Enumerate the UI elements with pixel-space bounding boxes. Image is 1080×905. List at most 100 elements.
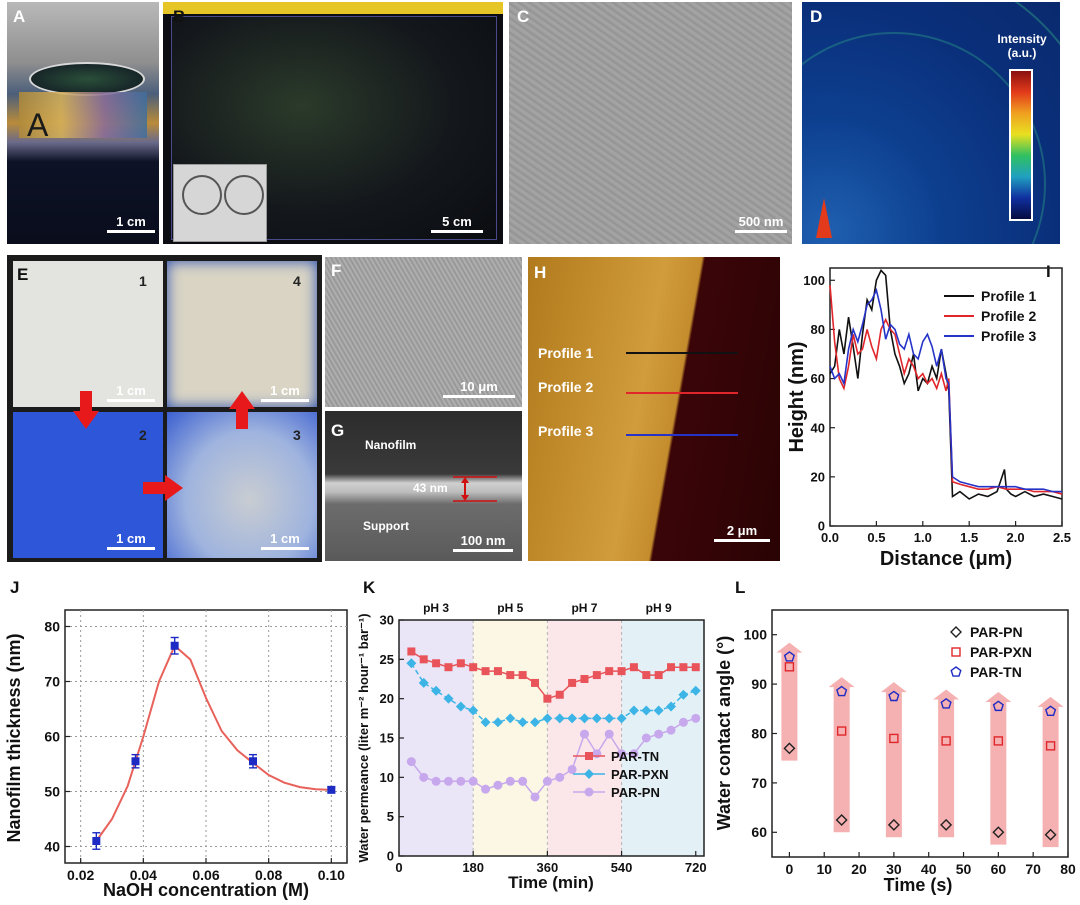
y-tick-label: 60 [811, 371, 825, 386]
colorbar-unit-text: (a.u.) [1007, 46, 1037, 60]
ph-label: pH 7 [571, 601, 597, 615]
pn-marker [579, 729, 589, 739]
x-tick-label: 0.08 [255, 867, 282, 883]
panel-c: C 500 nm [509, 2, 792, 244]
pxn-marker [616, 713, 627, 724]
panel-f-scale-bar: 10 μm [443, 379, 515, 398]
x-tick-label: 60 [991, 861, 1007, 877]
panel-k-label: K [363, 578, 376, 597]
panel-h: H Profile 1 Profile 2 Profile 3 2 μm [528, 257, 780, 561]
data-point [170, 641, 179, 650]
x-tick-label: 80 [1060, 861, 1076, 877]
pn-marker [468, 776, 478, 786]
panel-g: G Nanofilm 43 nm Support 100 nm [325, 411, 522, 561]
tn-marker [469, 663, 478, 672]
panel-d: D Intensity (a.u.) [802, 2, 1060, 244]
panel-f-scale-text: 10 μm [460, 379, 498, 394]
panel-a: A A 1 cm [7, 2, 159, 244]
tn-marker [605, 667, 614, 676]
legend-label: PAR-TN [611, 749, 659, 764]
y-tick-label: 80 [811, 322, 825, 337]
data-point [889, 733, 899, 744]
chart-j: 0.02 0.04 0.06 0.08 0.10 40 50 60 70 80 NaOH conc… [4, 609, 348, 900]
tn-marker [555, 690, 564, 699]
pn-marker [617, 749, 627, 759]
panel-b-scale-text: 5 cm [442, 214, 472, 229]
x-tick-label: 70 [1025, 861, 1041, 877]
tile-3-number: 3 [293, 427, 301, 443]
ph-band [473, 620, 548, 856]
y-tick-label: 20 [380, 691, 394, 706]
chart-k: pH 3 pH 5 pH 7 pH 9 0 180 360 540 720 0 5 10 15 20 25… [356, 601, 707, 892]
x-tick-label: 50 [956, 861, 972, 877]
tn-marker [667, 663, 676, 672]
tile-4 [167, 261, 317, 407]
legend-label: PAR-PXN [611, 767, 669, 782]
y-tick-label: 100 [803, 273, 825, 288]
panel-c-scale-bar: 500 nm [735, 214, 787, 233]
legend-label: Profile 1 [981, 288, 1036, 304]
y-tick-label: 0 [818, 519, 825, 534]
chart-j-xlabel: NaOH concentration (M) [103, 880, 309, 900]
arrow-right-icon [143, 475, 183, 501]
y-tick-label: 60 [44, 728, 60, 744]
tile-2 [13, 412, 163, 558]
pxn-marker [455, 701, 466, 712]
nanofilm-annotation: Nanofilm [365, 438, 417, 452]
panel-f-label: F [331, 261, 342, 280]
data-point [92, 837, 101, 845]
profile-1-label: Profile 1 [538, 345, 594, 361]
tile-2-scale: 1 cm [107, 531, 155, 550]
tile-3-scale-text: 1 cm [270, 531, 300, 546]
panel-b: B 5 cm [163, 2, 503, 244]
x-tick-label: 0.5 [867, 530, 885, 545]
pxn-marker [666, 701, 677, 712]
legend-label: PAR-PN [970, 624, 1023, 640]
pxn-marker [431, 685, 442, 696]
x-tick-label: 30 [886, 861, 902, 877]
chart-i-xlabel: Distance (μm) [880, 548, 1012, 570]
data-point [783, 742, 796, 755]
x-tick-label: 1.5 [960, 530, 978, 545]
pn-marker [530, 792, 540, 802]
panel-c-scale-text: 500 nm [738, 214, 784, 229]
tile-1 [13, 261, 163, 407]
x-tick-label: 0.02 [67, 867, 94, 883]
x-tick-label: 0.10 [318, 867, 345, 883]
tn-marker [642, 671, 651, 680]
pxn-marker [653, 705, 664, 716]
pn-marker [431, 776, 441, 786]
data-point [783, 651, 795, 662]
pxn-marker [579, 713, 590, 724]
pn-marker [567, 764, 577, 774]
x-tick-label: 540 [611, 860, 633, 875]
chart-l-ylabel: Water contact angle (°) [714, 636, 734, 831]
panel-b-label: B [173, 7, 186, 26]
x-tick-label: 40 [921, 861, 937, 877]
legend-marker [951, 647, 961, 657]
ph-label: pH 5 [497, 601, 523, 615]
colorbar-title-text: Intensity [997, 32, 1047, 46]
angle-arrow [985, 691, 1012, 845]
legend-label: Profile 3 [981, 328, 1036, 344]
tn-marker [407, 647, 416, 656]
chart-j-ylabel: Nanofilm thickness (nm) [4, 633, 24, 842]
data-point [941, 736, 951, 746]
pn-marker [443, 776, 453, 786]
pxn-marker [567, 713, 578, 724]
x-tick-label: 0.06 [192, 867, 219, 883]
pn-marker [406, 757, 416, 767]
tn-marker [629, 663, 638, 672]
pxn-marker [641, 705, 652, 716]
tn-marker [568, 678, 577, 687]
y-tick-label: 90 [751, 676, 767, 692]
pxn-marker [480, 717, 491, 728]
y-tick-label: 80 [751, 725, 767, 741]
panel-f: F 10 μm [325, 257, 522, 407]
pxn-marker [591, 713, 602, 724]
tile-4-scale-text: 1 cm [270, 383, 300, 398]
vial-film-band [19, 92, 147, 138]
panel-i-label: I [1046, 262, 1051, 281]
panel-h-scale-text: 2 μm [726, 523, 758, 538]
pn-marker [654, 729, 664, 739]
